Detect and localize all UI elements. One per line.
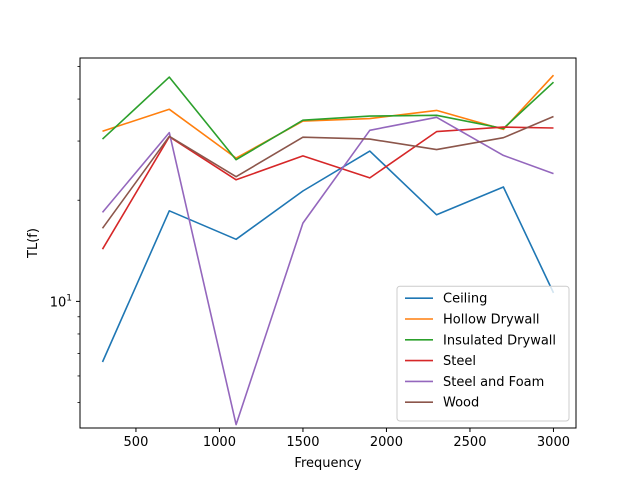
legend-label: Steel and Foam (443, 375, 544, 390)
legend-label: Steel (443, 354, 476, 369)
x-tick-label: 2000 (370, 435, 403, 450)
legend-label: Hollow Drywall (443, 313, 540, 328)
series-line-2 (101, 76, 555, 161)
series-line-0 (101, 150, 555, 363)
x-axis-label: Frequency (294, 456, 361, 471)
series-line-4 (101, 116, 554, 426)
x-tick-label: 1000 (203, 435, 236, 450)
y-axis-label: TL(f) (26, 228, 41, 259)
legend: Ceiling Hollow Drywall Insulated Drywall St… (396, 285, 570, 422)
x-tick-label: 1500 (286, 435, 319, 450)
y-tick-label: 101 (50, 293, 72, 310)
x-tick-label: 500 (124, 435, 149, 450)
legend-label: Wood (443, 396, 479, 411)
plot-frame (79, 57, 577, 429)
legend-label: Ceiling (443, 292, 487, 307)
series-layer (101, 74, 555, 426)
y-axis: 101 (50, 66, 80, 403)
x-tick-label: 3000 (537, 435, 570, 450)
x-tick-label: 2500 (453, 435, 486, 450)
x-axis: 500 1000 1500 2000 2500 3000 (124, 428, 570, 450)
legend-box (396, 285, 570, 422)
legend-label: Insulated Drywall (443, 333, 556, 348)
series-line-5 (101, 115, 554, 229)
